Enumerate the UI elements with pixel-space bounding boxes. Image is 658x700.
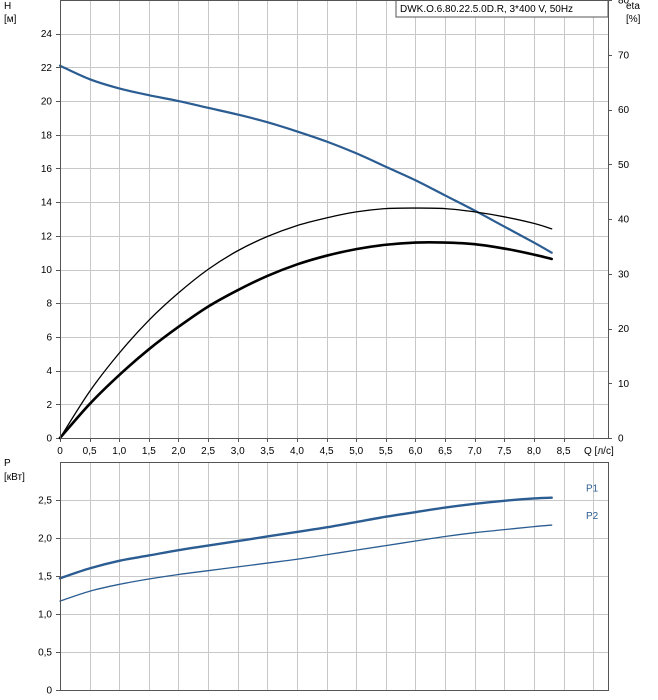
- head-curve: [58, 64, 553, 254]
- head-tick-label: 22: [41, 63, 53, 74]
- p1-curve: [58, 496, 553, 580]
- x-tick-label: 4,0: [290, 446, 304, 457]
- head-tick-label: 8: [46, 299, 52, 310]
- head-tick-label: 18: [41, 130, 53, 141]
- head-tick-label: 20: [41, 97, 53, 108]
- p2-curve-label: P2: [586, 511, 599, 522]
- head-tick-label: 0: [46, 434, 52, 445]
- head-tick-label: 16: [41, 164, 53, 175]
- x-tick-label: 3,5: [260, 446, 274, 457]
- eta-tick-label: 20: [618, 324, 630, 335]
- power-tick-label: 2,5: [38, 496, 52, 507]
- x-tick-label: 2,5: [201, 446, 215, 457]
- eta-tick-label: 80: [618, 0, 630, 7]
- head-eta-plot-frame: [60, 0, 609, 439]
- pump-title: DWK.O.6.80.22.5.0D.R, 3*400 V, 50Hz: [400, 4, 573, 15]
- head-eta-grid: [60, 0, 608, 438]
- eta-tick-label: 10: [618, 379, 630, 390]
- power-tick-label: 1,0: [38, 610, 52, 621]
- curves: P1 P2: [58, 64, 599, 602]
- eta-total-curve: [59, 207, 553, 439]
- x-tick-label: 1,5: [142, 446, 156, 457]
- axis-ticks: 0 0,5 1,0 1,5 2,0 2,5 3,0 3,5 4,0 4,5 5,0 5,5 6,0 6,5…: [38, 0, 630, 697]
- x-tick-label: 1,0: [112, 446, 126, 457]
- head-tick-label: 4: [46, 366, 52, 377]
- head-tick-label: 14: [41, 198, 53, 209]
- x-tick-label: 7,0: [468, 446, 482, 457]
- head-axis-label: H: [4, 1, 11, 12]
- flow-axis-label: Q [л/с]: [584, 446, 614, 457]
- eta-tick-label: 70: [618, 50, 630, 61]
- x-tick-label: 4,5: [320, 446, 334, 457]
- x-tick-label: 6,0: [409, 446, 423, 457]
- x-tick-label: 5,0: [349, 446, 363, 457]
- x-tick-label: 2,0: [172, 446, 186, 457]
- p1-curve-label: P1: [586, 484, 599, 495]
- eta-pump-curve: [58, 241, 554, 440]
- power-tick-label: 0: [46, 686, 52, 697]
- eta-tick-label: 60: [618, 105, 630, 116]
- eta-tick-label: 50: [618, 160, 630, 171]
- eta-tick-label: 30: [618, 269, 630, 280]
- head-tick-label: 24: [41, 29, 53, 40]
- plot-frames: [60, 0, 609, 691]
- eta-tick-label: 0: [618, 434, 624, 445]
- x-tick-label: 6,5: [438, 446, 452, 457]
- power-tick-label: 2,0: [38, 534, 52, 545]
- x-tick-label: 0,5: [83, 446, 97, 457]
- power-grid: [60, 462, 608, 690]
- head-axis-unit: [м]: [4, 14, 17, 25]
- x-tick-label: 7,5: [497, 446, 511, 457]
- p2-curve: [59, 524, 553, 602]
- power-tick-label: 1,5: [38, 572, 52, 583]
- power-tick-label: 0,5: [38, 648, 52, 659]
- eta-tick-label: 40: [618, 215, 630, 226]
- power-axis-label: P: [4, 458, 11, 469]
- x-tick-label: 0: [57, 446, 63, 457]
- head-tick-label: 6: [46, 332, 52, 343]
- x-tick-label: 5,5: [379, 446, 393, 457]
- eta-axis-unit: [%]: [626, 14, 641, 25]
- head-tick-label: 12: [41, 231, 53, 242]
- x-tick-label: 8,0: [527, 446, 541, 457]
- x-tick-label: 8,5: [557, 446, 571, 457]
- head-tick-label: 2: [46, 400, 52, 411]
- power-axis-unit: [кВт]: [4, 472, 25, 483]
- x-tick-label: 3,0: [231, 446, 245, 457]
- power-plot-frame: [60, 462, 609, 691]
- eta-axis-label: eta: [626, 1, 640, 12]
- head-tick-label: 10: [41, 265, 53, 276]
